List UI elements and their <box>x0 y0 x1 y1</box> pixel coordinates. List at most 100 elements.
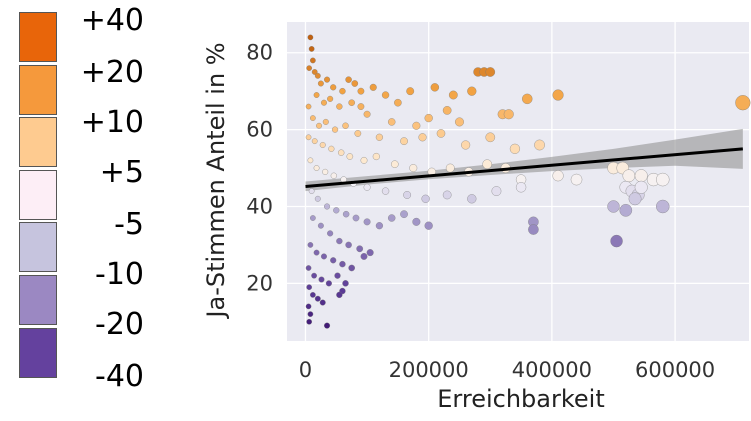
data-point <box>327 230 334 237</box>
data-point <box>552 170 564 182</box>
legend-label: -40 <box>95 359 144 394</box>
data-point <box>363 110 371 118</box>
data-point <box>308 188 315 194</box>
data-point <box>424 113 433 123</box>
data-point <box>485 132 496 143</box>
data-point <box>412 217 421 226</box>
data-point <box>467 86 477 96</box>
data-point <box>375 222 383 230</box>
data-point <box>409 164 418 173</box>
data-point <box>307 242 314 248</box>
grid-lines <box>287 22 749 341</box>
data-point <box>356 245 364 253</box>
data-point <box>313 249 320 256</box>
legend-label: -5 <box>114 207 144 242</box>
data-point <box>342 210 350 218</box>
data-point <box>360 156 368 164</box>
data-point <box>306 318 312 325</box>
data-point <box>491 186 502 196</box>
data-point <box>482 159 492 169</box>
data-point <box>394 98 402 107</box>
data-point <box>369 83 377 91</box>
data-point <box>552 89 564 101</box>
legend-label: -20 <box>95 307 144 342</box>
data-point <box>418 133 427 142</box>
data-point <box>610 234 623 248</box>
data-point <box>352 214 360 222</box>
data-point <box>656 172 670 187</box>
data-point <box>328 145 335 152</box>
data-point <box>317 80 324 87</box>
data-point <box>634 169 648 183</box>
data-point <box>327 95 334 102</box>
data-point <box>318 276 325 283</box>
data-point <box>351 80 359 87</box>
data-point <box>619 204 633 217</box>
data-point <box>348 99 355 106</box>
data-point <box>534 139 545 151</box>
data-point <box>320 99 327 106</box>
confidence-band <box>305 128 743 192</box>
legend-swatch <box>19 65 57 115</box>
data-point <box>334 272 341 279</box>
data-point <box>442 190 452 200</box>
data-point <box>330 257 337 264</box>
data-point <box>306 284 312 291</box>
data-point <box>515 182 527 193</box>
data-point <box>322 118 329 125</box>
data-point <box>308 46 315 52</box>
legend-swatch <box>19 117 57 167</box>
legend-swatch <box>19 12 57 62</box>
data-point <box>324 203 331 210</box>
color-legend: +40 +20 +10 +5 -5 -10 -20 -40 <box>0 0 160 421</box>
data-point <box>363 218 371 226</box>
data-point <box>310 292 316 298</box>
data-point <box>316 122 322 129</box>
data-point <box>311 272 317 279</box>
legend-swatch <box>19 222 57 272</box>
confidence-band-group <box>305 128 743 192</box>
legend-label: -10 <box>95 257 144 292</box>
legend-label: +40 <box>80 3 144 38</box>
data-point <box>330 172 337 179</box>
data-point <box>366 249 374 257</box>
data-point <box>622 169 636 183</box>
data-point <box>305 265 312 271</box>
data-point <box>333 207 340 214</box>
data-point <box>307 34 314 41</box>
data-point <box>339 87 346 95</box>
data-point <box>357 103 365 110</box>
data-point <box>345 241 352 249</box>
x-tick-label: 600000 <box>635 358 715 382</box>
data-point <box>342 122 349 129</box>
data-point <box>391 160 399 168</box>
data-point <box>387 118 396 126</box>
legend-swatch <box>19 275 57 325</box>
data-point <box>372 152 380 161</box>
data-point <box>461 140 471 150</box>
data-point <box>339 260 346 268</box>
data-point <box>311 69 318 75</box>
data-point <box>656 199 670 214</box>
data-point <box>336 103 343 110</box>
trend-line <box>305 147 743 188</box>
data-point <box>311 138 318 145</box>
data-point <box>338 149 345 156</box>
legend-swatch <box>19 170 57 220</box>
data-point <box>509 143 520 154</box>
legend-label: +5 <box>99 155 144 190</box>
data-point <box>628 192 642 206</box>
data-point <box>375 133 383 141</box>
data-point <box>319 299 326 306</box>
data-point <box>314 195 321 202</box>
data-point <box>363 183 371 191</box>
x-tick-label: 400000 <box>512 358 592 382</box>
data-point <box>381 187 390 195</box>
data-point <box>403 191 412 199</box>
data-point <box>406 87 415 96</box>
data-point <box>634 180 648 194</box>
y-tick-label: 60 <box>246 118 273 142</box>
data-point <box>317 222 324 229</box>
data-point <box>360 253 368 260</box>
data-point <box>313 165 320 171</box>
